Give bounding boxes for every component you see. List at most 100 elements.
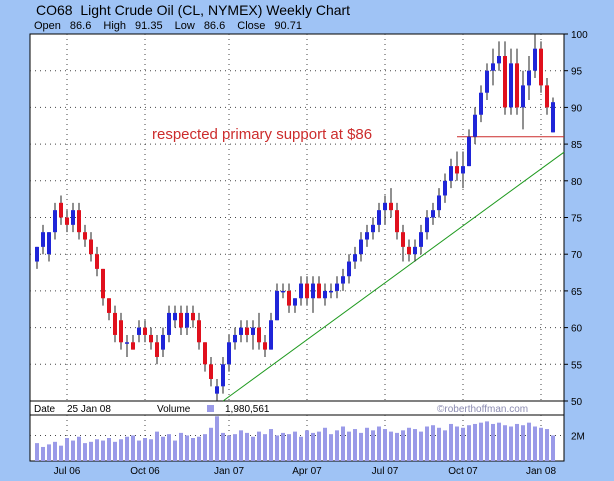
candle-down bbox=[539, 41, 543, 93]
volume-bar bbox=[455, 426, 459, 461]
candle-body bbox=[269, 320, 273, 350]
candle-body bbox=[383, 202, 387, 211]
candle-up bbox=[365, 224, 369, 247]
volume-bar bbox=[473, 423, 477, 461]
candle-body bbox=[155, 342, 159, 357]
candle-up bbox=[281, 283, 285, 299]
candle-up bbox=[35, 246, 39, 269]
volume-bar bbox=[83, 443, 87, 461]
candle-body bbox=[323, 290, 327, 299]
candle-down bbox=[113, 305, 117, 343]
candle-up bbox=[353, 246, 357, 269]
y-tick-label: 60 bbox=[571, 324, 583, 335]
candle-body bbox=[83, 232, 87, 240]
x-tick-label: Jul 06 bbox=[54, 466, 81, 477]
volume-bar bbox=[275, 435, 279, 461]
volume-bar bbox=[203, 434, 207, 461]
candle-body bbox=[407, 246, 411, 255]
volume-bar bbox=[515, 423, 519, 461]
candle-up bbox=[293, 298, 297, 313]
volume-tick-label: 2M bbox=[571, 431, 585, 442]
candle-body bbox=[47, 232, 51, 255]
candle-up bbox=[251, 320, 255, 350]
candle-up bbox=[551, 97, 555, 133]
volume-bar bbox=[257, 431, 261, 461]
volume-bar bbox=[95, 439, 99, 461]
candle-body bbox=[275, 290, 279, 321]
candle-up bbox=[527, 56, 531, 101]
candle-up bbox=[479, 85, 483, 123]
x-tick-label: Oct 07 bbox=[448, 466, 478, 477]
candle-up bbox=[359, 232, 363, 262]
candle-body bbox=[179, 312, 183, 328]
volume-bar bbox=[179, 432, 183, 461]
candle-body bbox=[539, 48, 543, 86]
chart-title: CO68 Light Crude Oil (CL, NYMEX) Weekly … bbox=[36, 2, 350, 18]
volume-bar bbox=[431, 425, 435, 461]
volume-bar bbox=[401, 430, 405, 461]
candle-body bbox=[263, 342, 267, 350]
candle-up bbox=[299, 276, 303, 306]
candle-down bbox=[197, 312, 201, 350]
volume-bar bbox=[407, 427, 411, 461]
date-value: 25 Jan 08 bbox=[67, 404, 111, 415]
candle-up bbox=[329, 283, 333, 299]
candle-up bbox=[521, 70, 525, 130]
volume-bar bbox=[173, 440, 177, 461]
candle-body bbox=[509, 63, 513, 108]
candle-up bbox=[275, 283, 279, 321]
candle-up bbox=[161, 327, 165, 357]
volume-bar bbox=[149, 439, 153, 461]
candle-body bbox=[365, 232, 369, 240]
volume-bar bbox=[527, 422, 531, 461]
candle-body bbox=[245, 327, 249, 335]
candle-down bbox=[155, 334, 159, 365]
candle-down bbox=[263, 334, 267, 357]
candle-body bbox=[53, 210, 57, 233]
candle-body bbox=[197, 320, 201, 343]
volume-bar bbox=[371, 430, 375, 461]
candle-body bbox=[71, 210, 75, 225]
volume-bar bbox=[101, 440, 105, 461]
ohlc-readout: Open 86.6 High 91.35 Low 86.6 Close 90.71 bbox=[34, 20, 311, 32]
x-axis: Jul 06 Oct 06 Jan 07 Apr 07 Jul 07 Oct 07 Jan … bbox=[54, 466, 557, 477]
volume-bar bbox=[353, 429, 357, 461]
candle-body bbox=[473, 114, 477, 137]
volume-bars bbox=[35, 416, 555, 461]
candle-body bbox=[227, 342, 231, 365]
candle-body bbox=[533, 48, 537, 71]
volume-bar bbox=[329, 434, 333, 461]
y-axis: 50 55 60 65 70 75 80 85 90 95 100 2M bbox=[564, 30, 588, 442]
volume-bar bbox=[365, 427, 369, 461]
candle-body bbox=[491, 63, 495, 71]
candle-body bbox=[305, 283, 309, 299]
candle-down bbox=[149, 327, 153, 350]
volume-bar bbox=[467, 425, 471, 461]
candle-down bbox=[59, 195, 63, 225]
candle-up bbox=[215, 378, 219, 401]
candle-body bbox=[173, 312, 177, 321]
candle-body bbox=[257, 327, 261, 343]
open-label: Open bbox=[34, 20, 61, 32]
candle-body bbox=[341, 276, 345, 284]
candle-body bbox=[293, 298, 297, 306]
candle-up bbox=[47, 232, 51, 262]
volume-bar bbox=[299, 436, 303, 461]
candle-body bbox=[515, 63, 519, 108]
candle-up bbox=[173, 305, 177, 328]
candle-body bbox=[431, 210, 435, 218]
candle-down bbox=[503, 41, 507, 115]
volume-bar bbox=[311, 432, 315, 461]
y-tick-label: 50 bbox=[571, 397, 583, 408]
candle-body bbox=[77, 210, 81, 233]
candle-down bbox=[209, 356, 213, 387]
y-tick-label: 95 bbox=[571, 67, 583, 78]
volume-swatch bbox=[207, 405, 214, 412]
candle-body bbox=[311, 283, 315, 299]
candle-body bbox=[413, 246, 417, 255]
candle-up bbox=[269, 312, 273, 350]
candle-up bbox=[461, 151, 465, 189]
candle-up bbox=[323, 283, 327, 306]
candle-up bbox=[311, 276, 315, 313]
candle-body bbox=[521, 85, 525, 108]
